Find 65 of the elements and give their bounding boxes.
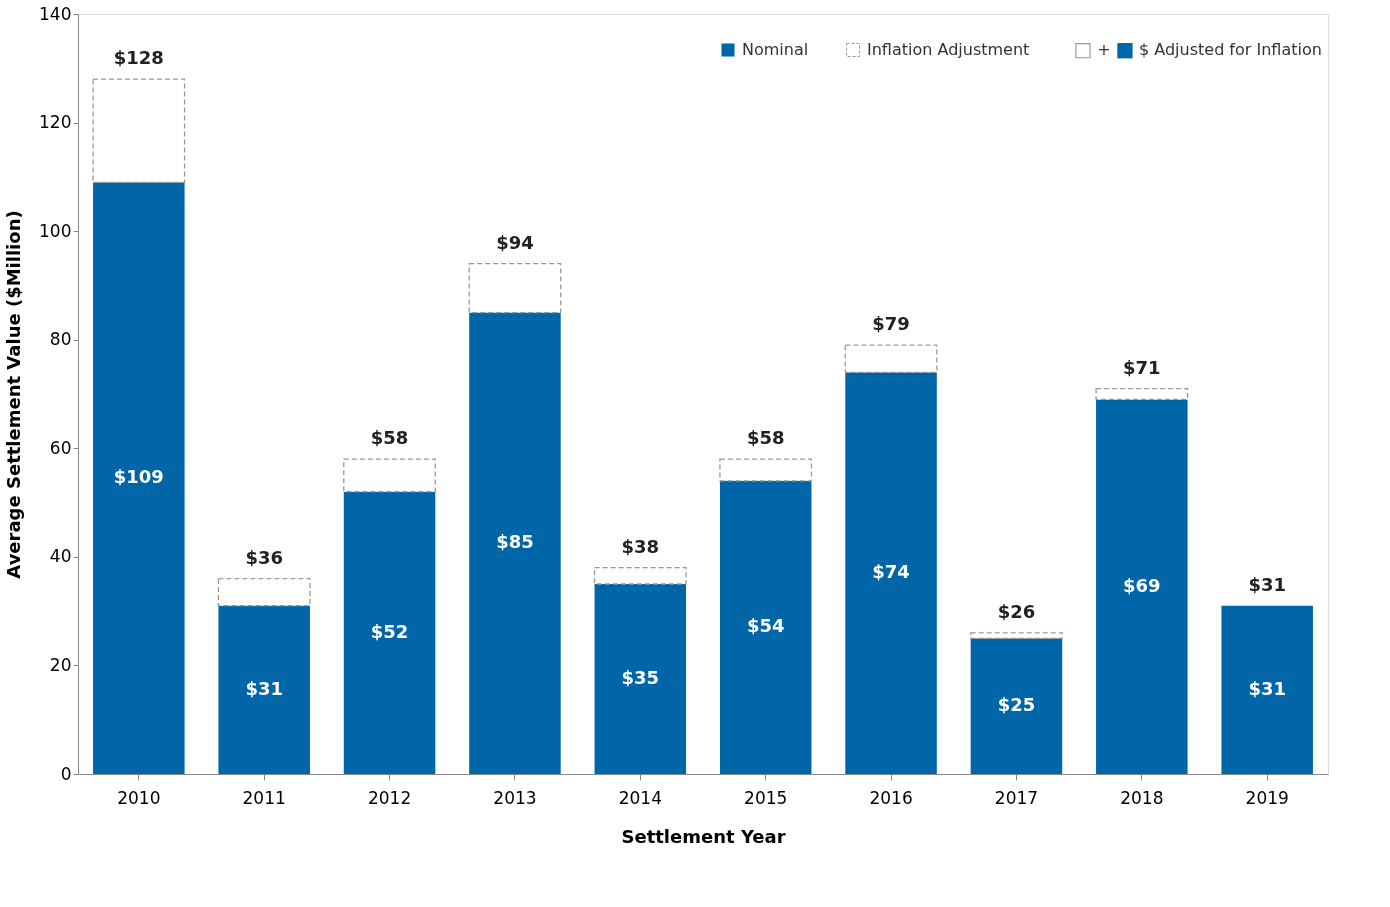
annotation: + — [1097, 40, 1111, 59]
total-label: $31 — [1248, 573, 1286, 595]
y-tick-label: 60 — [49, 437, 72, 458]
bar — [845, 372, 937, 774]
bar — [1221, 605, 1313, 774]
x-tick-label: 2012 — [367, 787, 412, 808]
annotation: $ Adjusted for Inflation — [1139, 40, 1322, 59]
data-label: $85 — [496, 531, 534, 553]
bar — [93, 182, 185, 774]
y-tick-label: 120 — [39, 112, 72, 133]
x-tick-label: 2018 — [1120, 787, 1164, 808]
bar — [343, 491, 436, 774]
bar — [970, 638, 1063, 774]
legend-label: Inflation Adjustment — [867, 40, 1030, 59]
bar — [343, 458, 436, 493]
x-axis-title: Settlement Year — [621, 825, 786, 847]
bar — [719, 458, 813, 482]
y-tick-label: 0 — [60, 763, 72, 784]
bar — [1095, 387, 1189, 401]
total-label: $71 — [1123, 356, 1161, 378]
total-label: $58 — [746, 427, 785, 449]
y-tick-label: 40 — [49, 546, 72, 567]
y-axis-title: Average Settlement Value ($Million) — [3, 210, 25, 579]
data-label: $31 — [1248, 677, 1286, 699]
y-tick-label: 20 — [49, 654, 72, 675]
data-label: $74 — [872, 561, 910, 583]
x-tick-label: 2014 — [618, 787, 662, 808]
bar — [217, 577, 311, 607]
x-tick-label: 2017 — [994, 787, 1039, 808]
total-label: $36 — [245, 546, 283, 568]
data-label: $31 — [245, 677, 283, 699]
bar — [719, 480, 812, 774]
x-tick-label: 2013 — [493, 787, 537, 808]
total-label: $26 — [997, 600, 1036, 622]
total-label: $94 — [496, 231, 534, 253]
data-label: $25 — [997, 694, 1036, 716]
data-label: $69 — [1123, 574, 1161, 596]
bar — [218, 605, 310, 774]
bar — [844, 344, 938, 373]
bar — [469, 312, 561, 774]
x-tick-label: 2011 — [242, 787, 286, 808]
x-tick-label: 2015 — [744, 787, 788, 808]
data-label: $109 — [113, 466, 164, 488]
legend-label: Nominal — [742, 40, 809, 59]
data-label: $52 — [370, 620, 409, 642]
data-label: $35 — [621, 667, 660, 688]
bar — [468, 263, 562, 314]
total-label: $79 — [872, 313, 910, 335]
bar — [1096, 399, 1188, 774]
data-label: $54 — [746, 615, 785, 637]
bar — [593, 567, 687, 585]
total-label: $58 — [370, 427, 409, 449]
total-label: $38 — [621, 535, 660, 557]
x-tick-label: 2016 — [869, 787, 913, 808]
y-tick-label: 100 — [39, 220, 72, 241]
y-tick-label: 140 — [39, 3, 72, 24]
bar — [970, 632, 1063, 639]
x-tick-label: 2019 — [1245, 787, 1289, 808]
x-tick-label: 2010 — [117, 787, 161, 808]
annotation: □ — [1073, 37, 1093, 61]
y-tick-label: 80 — [49, 329, 72, 350]
annotation: ■ — [1115, 37, 1135, 61]
total-label: $128 — [113, 47, 164, 69]
bar — [92, 78, 186, 183]
bar — [594, 584, 687, 774]
